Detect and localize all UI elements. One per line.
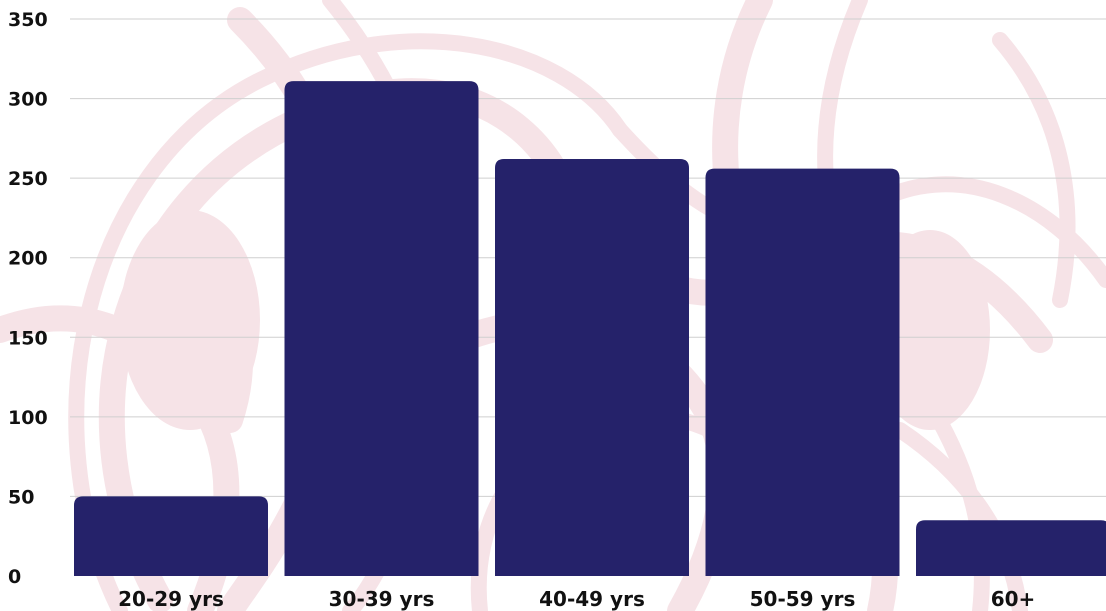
bar-40-49-yrs xyxy=(495,159,689,576)
y-tick-label: 350 xyxy=(8,9,48,31)
x-category-label: 50-59 yrs xyxy=(750,587,856,611)
bar-50-59-yrs xyxy=(705,168,900,576)
x-axis-category-labels: 20-29 yrs 30-39 yrs 40-49 yrs 50-59 yrs 60+ xyxy=(118,587,1035,611)
bar-60- xyxy=(916,520,1106,576)
y-tick-label: 150 xyxy=(8,327,48,349)
bar-30-39-yrs xyxy=(284,81,479,577)
watermark-stroke xyxy=(892,422,1028,611)
x-category-label: 60+ xyxy=(991,587,1036,611)
watermark-blob xyxy=(120,210,260,430)
y-tick-label: 50 xyxy=(8,486,34,508)
y-tick-label: 100 xyxy=(8,407,48,429)
watermark-stroke xyxy=(992,32,1076,308)
x-category-label: 30-39 yrs xyxy=(329,587,435,611)
y-axis-tick-labels: 0 50 100 150 200 250 300 350 xyxy=(8,9,48,588)
bar-20-29-yrs xyxy=(74,496,268,576)
y-tick-label: 200 xyxy=(8,248,48,270)
y-tick-label: 300 xyxy=(8,89,48,111)
bars xyxy=(74,81,1106,577)
y-tick-label: 0 xyxy=(8,566,21,588)
y-tick-label: 250 xyxy=(8,168,48,190)
watermark-stroke xyxy=(98,78,573,611)
watermark-blob xyxy=(870,230,990,430)
x-category-label: 40-49 yrs xyxy=(539,587,645,611)
x-category-label: 20-29 yrs xyxy=(118,587,224,611)
watermark-stroke xyxy=(68,33,628,611)
